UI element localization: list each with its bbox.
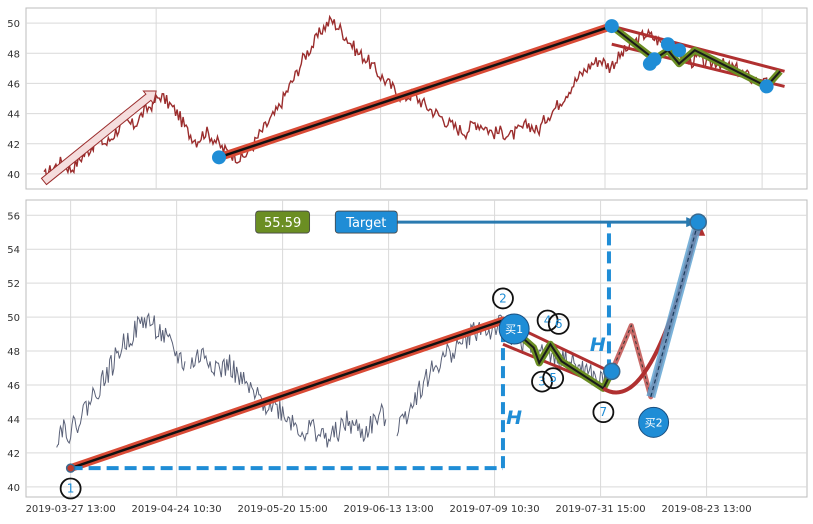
y-tick-label: 56 <box>7 211 20 222</box>
y-tick-label: 48 <box>7 49 20 60</box>
x-tick-label: 2019-06-13 13:00 <box>344 504 434 515</box>
pivot-marker <box>660 37 675 52</box>
y-tick-label: 42 <box>7 140 20 151</box>
y-tick-label: 54 <box>7 245 20 256</box>
x-tick-label: 2019-04-24 10:30 <box>132 504 222 515</box>
wave-point-number: 2 <box>499 291 507 305</box>
pivot-marker <box>212 150 227 165</box>
point-marker <box>689 213 707 231</box>
y-tick-label: 40 <box>7 170 20 181</box>
wave-point-circle <box>592 401 615 424</box>
wave-point-number: 4 <box>544 313 552 327</box>
projection-path-dots <box>611 221 699 399</box>
y-tick-label: 52 <box>7 279 20 290</box>
y-tick-label: 44 <box>7 110 20 121</box>
trend-line-inner <box>70 319 504 470</box>
wave-point-circle <box>536 309 559 332</box>
point-marker <box>603 362 621 381</box>
wave-point-number: 5 <box>549 371 557 385</box>
y-tick-label: 48 <box>7 347 20 358</box>
wave-point-circle <box>492 287 514 310</box>
y-tick-label: 44 <box>7 415 20 426</box>
value-badge-text: 55.59 <box>264 216 301 231</box>
buy-point-label: 买1 <box>505 323 523 336</box>
pivot-marker <box>672 43 687 58</box>
x-tick-label: 2019-03-27 13:00 <box>26 504 116 515</box>
pivot-marker <box>604 19 619 34</box>
wave-point-circle <box>542 367 565 390</box>
height-label: H <box>506 407 522 429</box>
wave-point-circle <box>59 477 82 500</box>
pivot-marker <box>759 79 774 94</box>
buy-point-marker <box>638 406 670 438</box>
value-badge <box>255 210 311 234</box>
x-tick-label: 2019-07-09 10:30 <box>450 504 540 515</box>
pivot-marker <box>642 56 657 71</box>
trend-line-inner <box>218 24 613 159</box>
height-label: H <box>590 334 606 356</box>
buy-beam-dots <box>650 221 699 398</box>
wave-point-number: 7 <box>600 405 608 419</box>
x-tick-label: 2019-07-31 15:00 <box>556 504 646 515</box>
buy-point-label: 买2 <box>645 416 663 429</box>
wave-point-number: 3 <box>538 375 546 389</box>
y-tick-label: 46 <box>7 79 20 90</box>
value-badge <box>334 210 398 234</box>
y-tick-label: 40 <box>7 483 20 494</box>
wave-point-circle <box>547 312 570 335</box>
x-tick-label: 2019-08-23 13:00 <box>662 504 752 515</box>
y-tick-label: 50 <box>7 313 20 324</box>
point-marker <box>65 463 76 473</box>
chart-panel-1: 40 42 44 46 48 50 <box>7 7 808 190</box>
y-tick-label: 42 <box>7 449 20 460</box>
wave-point-number: 1 <box>67 482 75 496</box>
arrow-shape <box>40 90 157 186</box>
value-badge-text: Target <box>345 216 386 231</box>
wave-point-number: 6 <box>555 317 563 331</box>
buy-point-marker <box>498 313 530 345</box>
price-series-line <box>43 14 772 180</box>
y-tick-label: 46 <box>7 381 20 392</box>
y-tick-label: 50 <box>7 19 20 30</box>
x-tick-label: 2019-05-20 15:00 <box>238 504 328 515</box>
wave-point-circle <box>531 370 553 393</box>
